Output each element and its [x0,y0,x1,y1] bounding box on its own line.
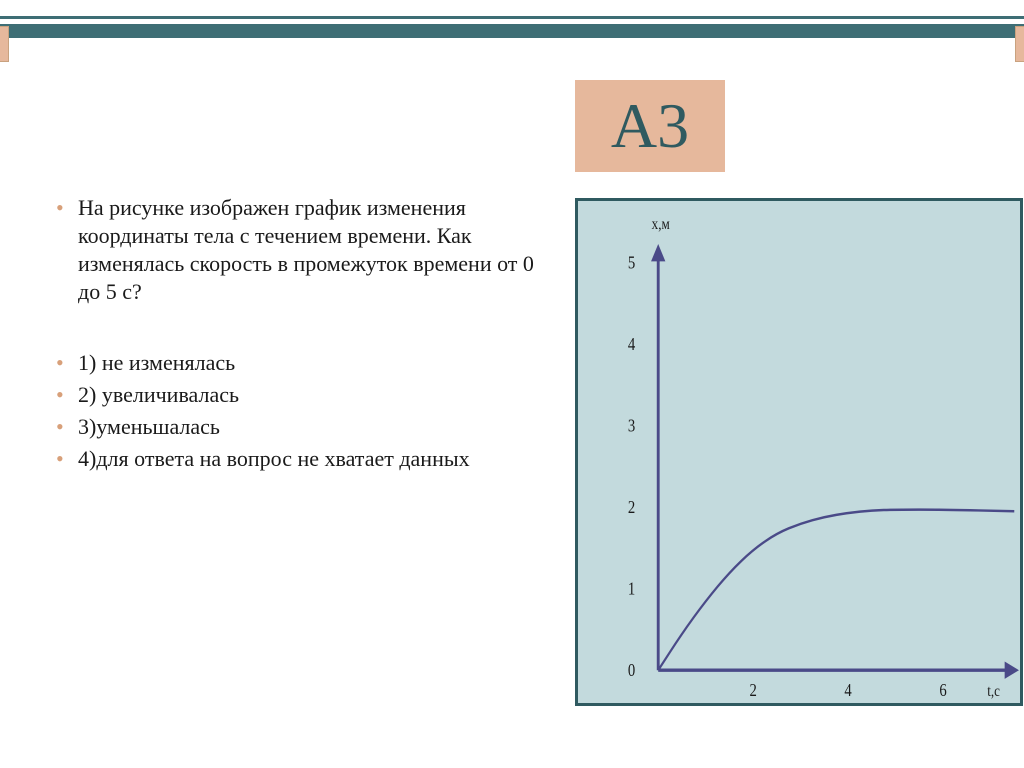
position-time-chart: 0 1 2 3 4 5 х,м 2 4 6 t,с [578,201,1020,703]
top-decorative-band [0,16,1024,38]
svg-text:6: 6 [939,680,946,701]
svg-text:2: 2 [749,680,756,701]
option-2: 2) увеличивалась [56,381,536,409]
svg-text:3: 3 [628,415,635,436]
question-badge-label: А3 [611,89,689,163]
question-badge: А3 [575,80,725,172]
svg-text:5: 5 [628,252,635,273]
svg-text:0: 0 [628,660,635,681]
svg-text:1: 1 [628,578,635,599]
option-3: 3)уменьшалась [56,413,536,441]
svg-text:х,м: х,м [652,216,670,233]
svg-text:2: 2 [628,497,635,518]
question-text: На рисунке изображен график изменения ко… [56,194,536,307]
svg-text:t,с: t,с [987,683,1000,700]
chart-panel: 0 1 2 3 4 5 х,м 2 4 6 t,с [575,198,1023,706]
question-content: На рисунке изображен график изменения ко… [56,194,536,477]
svg-text:4: 4 [628,334,635,355]
option-4: 4)для ответа на вопрос не хватает данных [56,445,536,473]
option-1: 1) не изменялась [56,349,536,377]
svg-text:4: 4 [844,680,851,701]
